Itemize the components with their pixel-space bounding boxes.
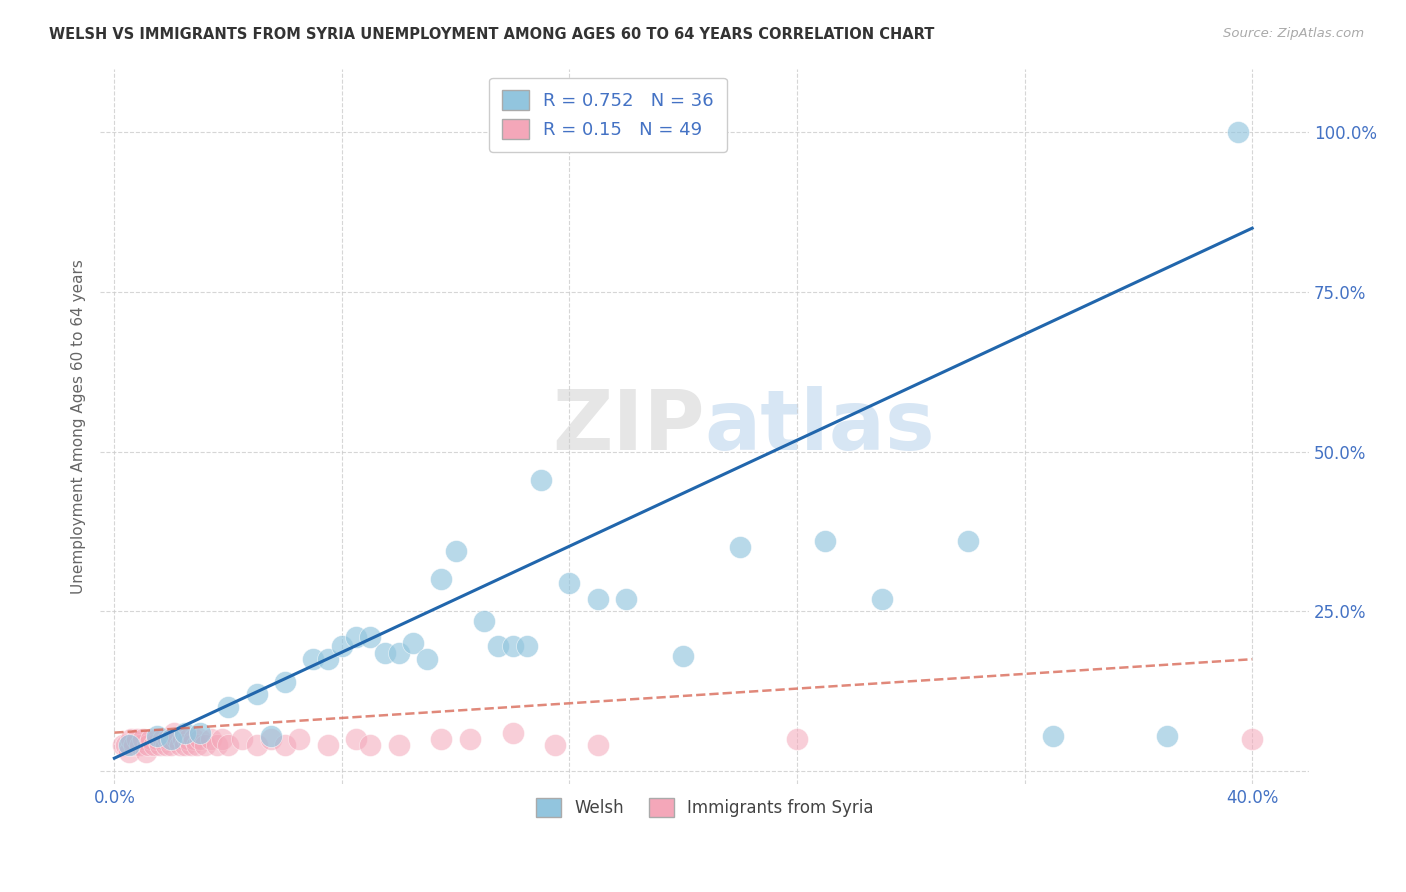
Point — [444, 543, 467, 558]
Point — [245, 687, 267, 701]
Point — [586, 591, 609, 606]
Point — [146, 729, 169, 743]
Point — [728, 541, 751, 555]
Point — [183, 732, 205, 747]
Point — [231, 732, 253, 747]
Point — [120, 732, 142, 747]
Point — [117, 739, 139, 753]
Text: Source: ZipAtlas.com: Source: ZipAtlas.com — [1223, 27, 1364, 40]
Point — [530, 474, 553, 488]
Point — [558, 575, 581, 590]
Point — [217, 739, 239, 753]
Text: atlas: atlas — [704, 385, 935, 467]
Point — [127, 732, 149, 747]
Point — [157, 732, 180, 747]
Legend: Welsh, Immigrants from Syria: Welsh, Immigrants from Syria — [527, 790, 882, 825]
Point — [188, 732, 211, 747]
Point — [359, 630, 381, 644]
Point — [132, 732, 155, 747]
Point — [1226, 125, 1249, 139]
Point — [217, 700, 239, 714]
Point — [260, 729, 283, 743]
Point — [149, 739, 172, 753]
Point — [186, 739, 208, 753]
Point — [472, 614, 495, 628]
Point — [956, 534, 979, 549]
Point — [388, 739, 411, 753]
Point — [160, 732, 183, 747]
Point — [416, 652, 439, 666]
Point — [616, 591, 638, 606]
Point — [1156, 729, 1178, 743]
Point — [274, 674, 297, 689]
Point — [111, 739, 134, 753]
Point — [1042, 729, 1064, 743]
Point — [143, 739, 166, 753]
Point — [260, 732, 283, 747]
Y-axis label: Unemployment Among Ages 60 to 64 years: Unemployment Among Ages 60 to 64 years — [72, 259, 86, 593]
Point — [502, 640, 524, 654]
Point — [316, 652, 339, 666]
Point — [330, 640, 353, 654]
Point — [344, 732, 367, 747]
Point — [486, 640, 509, 654]
Point — [163, 725, 186, 739]
Point — [174, 725, 197, 739]
Point — [177, 732, 200, 747]
Point — [174, 739, 197, 753]
Point — [114, 739, 136, 753]
Point — [402, 636, 425, 650]
Point — [138, 739, 160, 753]
Point — [211, 732, 233, 747]
Point — [672, 648, 695, 663]
Point — [586, 739, 609, 753]
Point — [430, 573, 453, 587]
Point — [146, 732, 169, 747]
Point — [359, 739, 381, 753]
Point — [141, 732, 163, 747]
Point — [516, 640, 538, 654]
Point — [430, 732, 453, 747]
Point — [129, 739, 152, 753]
Point — [169, 739, 191, 753]
Point — [194, 739, 217, 753]
Point — [274, 739, 297, 753]
Point — [872, 591, 894, 606]
Point — [205, 739, 228, 753]
Point — [786, 732, 808, 747]
Point — [302, 652, 325, 666]
Point — [374, 646, 396, 660]
Point — [814, 534, 837, 549]
Point — [288, 732, 311, 747]
Point — [1241, 732, 1264, 747]
Point — [155, 739, 177, 753]
Text: ZIP: ZIP — [553, 385, 704, 467]
Point — [388, 646, 411, 660]
Point — [200, 732, 222, 747]
Point — [344, 630, 367, 644]
Text: WELSH VS IMMIGRANTS FROM SYRIA UNEMPLOYMENT AMONG AGES 60 TO 64 YEARS CORRELATIO: WELSH VS IMMIGRANTS FROM SYRIA UNEMPLOYM… — [49, 27, 935, 42]
Point — [135, 745, 157, 759]
Point — [117, 745, 139, 759]
Point — [544, 739, 567, 753]
Point — [166, 732, 188, 747]
Point — [502, 725, 524, 739]
Point — [152, 732, 174, 747]
Point — [245, 739, 267, 753]
Point — [458, 732, 481, 747]
Point — [180, 739, 202, 753]
Point — [172, 732, 194, 747]
Point — [316, 739, 339, 753]
Point — [188, 725, 211, 739]
Point — [122, 739, 145, 753]
Point — [160, 739, 183, 753]
